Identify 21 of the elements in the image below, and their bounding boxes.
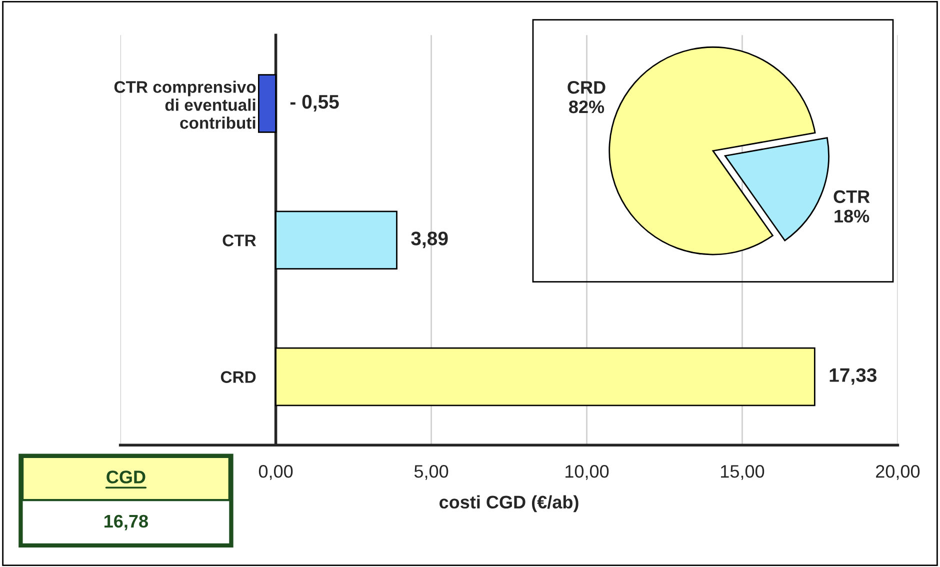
data-label: - 0,55 — [290, 94, 339, 112]
bar — [258, 74, 276, 133]
x-tick-label: 15,00 — [721, 465, 764, 480]
text: CGD — [106, 470, 146, 484]
bar — [275, 347, 816, 406]
text: 16,78 — [104, 514, 148, 530]
data-label: 3,89 — [411, 232, 448, 248]
x-axis-title: costi CGD (€/ab) — [439, 495, 578, 512]
x-tick-label: 20,00 — [876, 465, 920, 480]
slice-label: CTR — [834, 190, 870, 204]
y-tick-label: CTR — [222, 234, 256, 246]
x-tick-label: 0,00 — [258, 465, 293, 480]
data-label: 18% — [834, 210, 870, 223]
x-tick-label: 5,00 — [414, 465, 448, 480]
slice-label: CRD — [568, 81, 606, 94]
x-tick-label: 10,00 — [566, 465, 609, 480]
bar — [275, 210, 398, 270]
y-tick-label: CTR comprensivo di eventuali contributi — [114, 80, 256, 129]
data-label: 82% — [569, 100, 604, 114]
data-label: 17,33 — [830, 368, 877, 385]
y-tick-label: CRD — [220, 371, 256, 383]
